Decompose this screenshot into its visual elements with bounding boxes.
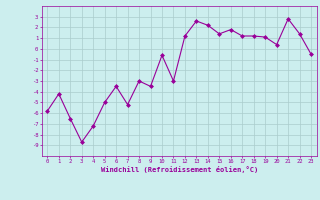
X-axis label: Windchill (Refroidissement éolien,°C): Windchill (Refroidissement éolien,°C)	[100, 166, 258, 173]
